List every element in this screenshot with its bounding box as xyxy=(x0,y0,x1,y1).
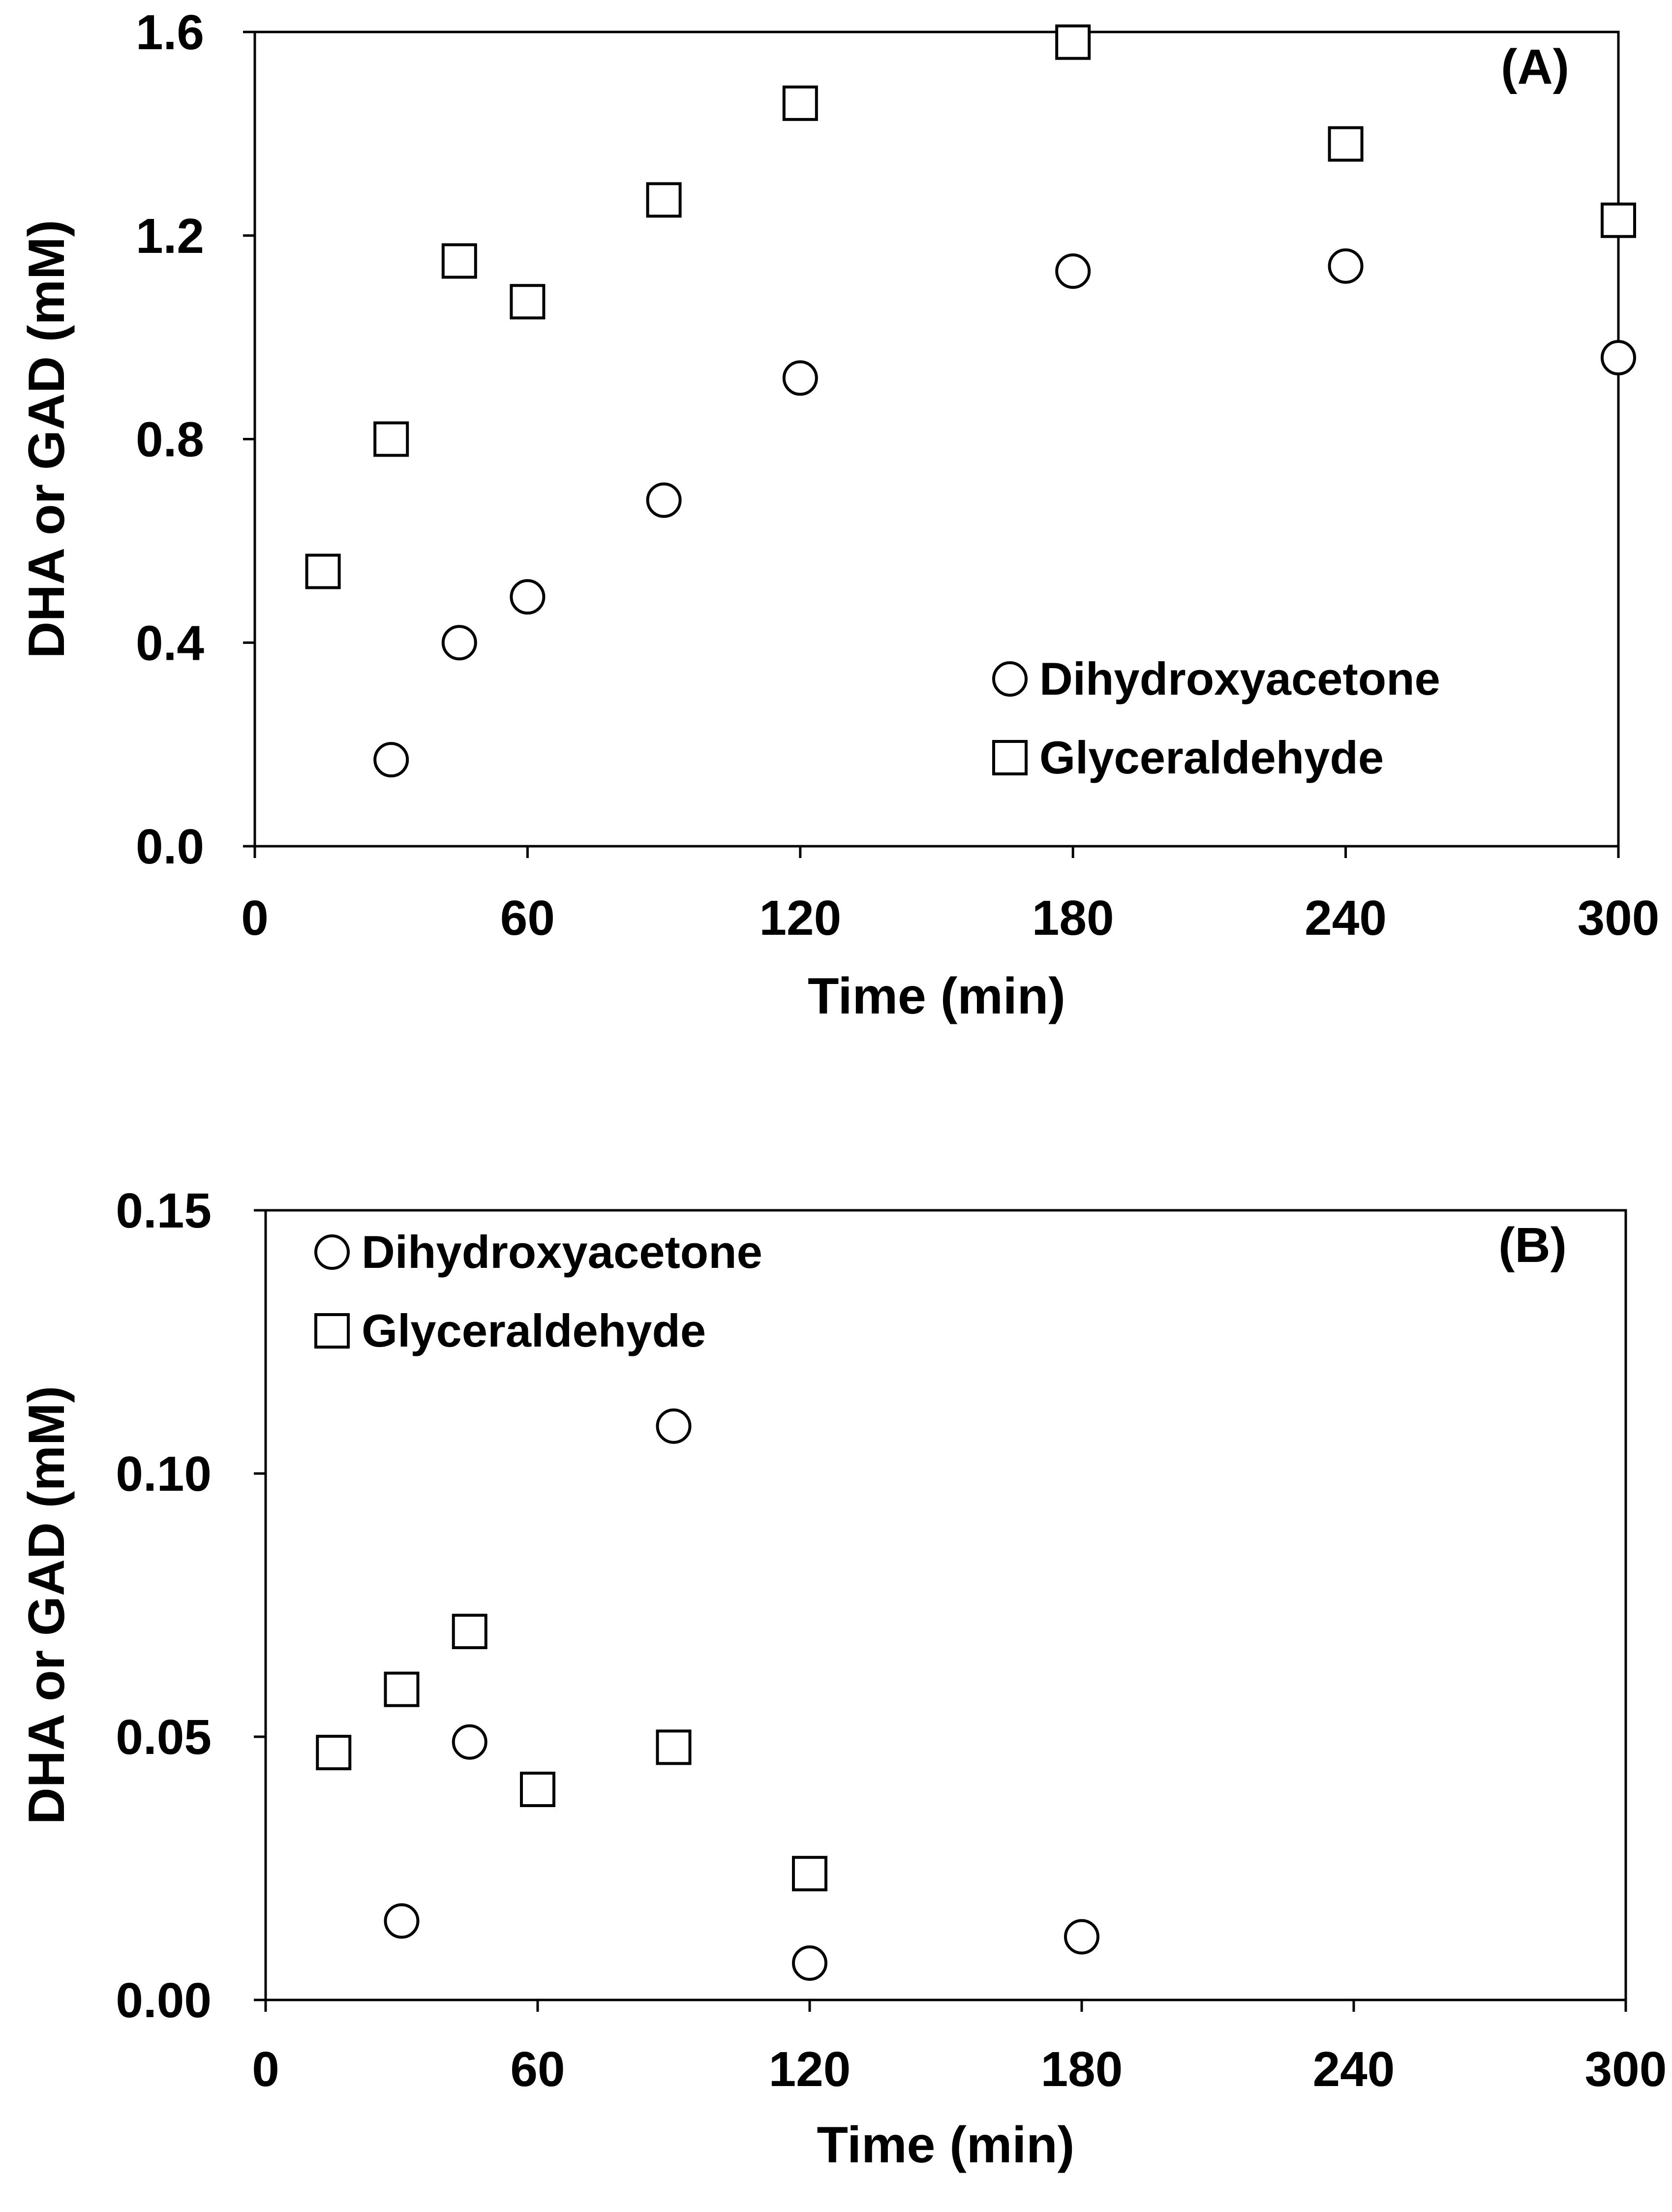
data-point-square xyxy=(1328,126,1364,162)
legend-label: Glyceraldehyde xyxy=(362,1305,706,1356)
plot-frame xyxy=(264,1209,1627,2001)
data-point-square xyxy=(792,1856,827,1892)
x-axis-title: Time (min) xyxy=(817,2117,1075,2174)
data-point-square xyxy=(305,553,341,589)
data-point-square xyxy=(782,85,818,121)
data-point-square xyxy=(452,1614,487,1649)
y-tick-label: 0.4 xyxy=(136,615,204,671)
y-tick-label: 1.2 xyxy=(136,209,204,264)
series-glyceraldehyde xyxy=(316,1614,827,1892)
x-tick-label: 120 xyxy=(769,2042,851,2097)
data-point-square xyxy=(441,243,477,279)
legend: Dihydroxyacetone Glyceraldehyde xyxy=(992,653,1440,783)
x-tick-label: 180 xyxy=(1032,891,1114,946)
x-tick-label: 240 xyxy=(1313,2042,1395,2097)
legend: Dihydroxyacetone Glyceraldehyde xyxy=(314,1226,762,1356)
data-point-square xyxy=(656,1729,692,1765)
data-point-circle xyxy=(452,1724,487,1760)
data-point-circle xyxy=(1328,248,1364,284)
data-point-square xyxy=(646,182,682,218)
y-tick-label: 0.10 xyxy=(116,1446,212,1502)
legend-label: Dihydroxyacetone xyxy=(362,1226,762,1278)
data-point-square xyxy=(1055,24,1091,60)
x-tick-label: 300 xyxy=(1578,891,1660,946)
series-glyceraldehyde xyxy=(305,24,1636,589)
y-tick-label: 0.05 xyxy=(116,1710,212,1765)
data-point-square xyxy=(510,284,546,320)
plot-frame xyxy=(253,31,1620,848)
data-point-circle xyxy=(384,1903,420,1939)
data-point-circle xyxy=(1055,253,1091,289)
x-tick-label: 240 xyxy=(1305,891,1387,946)
panel-label: (B) xyxy=(1498,1218,1567,1273)
x-tick-label: 60 xyxy=(500,891,555,946)
y-axis-title: DHA or GAD (mM) xyxy=(18,1386,75,1825)
data-point-circle xyxy=(441,625,477,661)
panel-label: (A) xyxy=(1501,39,1569,94)
y-tick-label: 1.6 xyxy=(136,5,204,60)
y-tick-label: 0.0 xyxy=(136,819,204,874)
data-point-circle xyxy=(1601,340,1636,375)
data-point-circle xyxy=(1064,1919,1099,1955)
series-dihydroxyacetone xyxy=(373,248,1636,778)
legend-marker-square xyxy=(314,1313,350,1349)
data-point-square xyxy=(316,1735,352,1771)
y-tick-label: 0.00 xyxy=(116,1973,212,2028)
chart-panel-b: 0 60 120 180 240 300 0.00 0.05 0.10 0.15 Time (min… xyxy=(18,1183,1667,2174)
y-tick-label: 0.15 xyxy=(116,1183,212,1238)
data-point-square xyxy=(520,1772,555,1807)
data-point-circle xyxy=(782,360,818,396)
y-tick-label: 0.8 xyxy=(136,412,204,467)
data-point-circle xyxy=(510,579,546,615)
legend-marker-circle xyxy=(992,661,1028,697)
data-point-square xyxy=(373,421,409,457)
data-point-circle xyxy=(646,482,682,518)
series-dihydroxyacetone xyxy=(384,1408,1099,1981)
data-point-circle xyxy=(656,1408,692,1444)
data-point-circle xyxy=(792,1945,827,1981)
x-tick-label: 0 xyxy=(252,2042,279,2097)
legend-marker-square xyxy=(992,740,1028,775)
data-point-circle xyxy=(373,742,409,778)
x-tick-label: 0 xyxy=(241,891,269,946)
data-point-square xyxy=(1601,202,1636,238)
data-point-square xyxy=(384,1671,420,1707)
x-axis-title: Time (min) xyxy=(808,968,1065,1025)
x-tick-label: 60 xyxy=(510,2042,565,2097)
y-axis-title: DHA or GAD (mM) xyxy=(18,220,75,659)
x-tick-label: 180 xyxy=(1041,2042,1123,2097)
legend-label: Dihydroxyacetone xyxy=(1039,653,1440,705)
legend-marker-circle xyxy=(314,1234,350,1270)
chart-panel-a: 0 60 120 180 240 300 0.0 0.4 0.8 1.2 1.6 Time (min)… xyxy=(18,5,1659,1025)
x-tick-label: 120 xyxy=(759,891,841,946)
legend-label: Glyceraldehyde xyxy=(1039,732,1384,783)
x-tick-label: 300 xyxy=(1585,2042,1667,2097)
